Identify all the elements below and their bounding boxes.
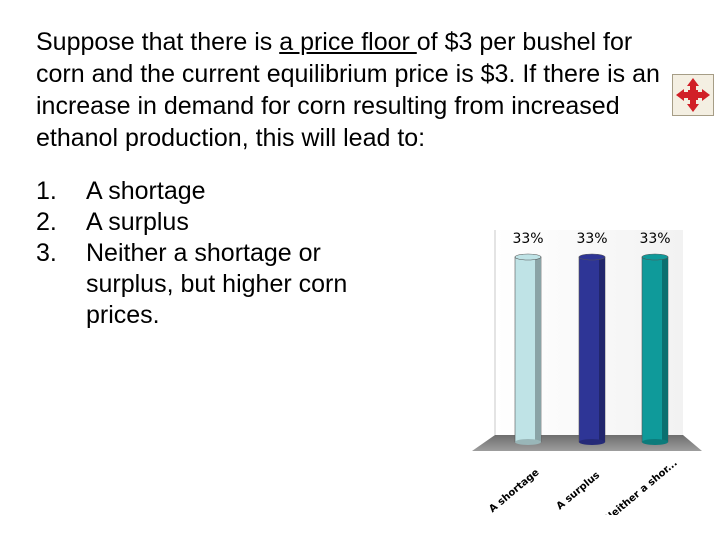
chart-bar-shade [535, 257, 541, 442]
question-underlined: a price floor [279, 28, 417, 56]
chart-bar-shade [599, 257, 605, 442]
question-text-end: of $3 per bushel for corn and the curren… [36, 28, 660, 152]
polling-logo-icon [676, 78, 710, 112]
chart-bar-base [579, 439, 605, 445]
chart-bar [514, 253, 542, 445]
chart-bar-top [514, 253, 542, 261]
chart-bar-top [578, 253, 606, 261]
chart-bar [641, 253, 669, 445]
results-chart: 33% A shortage 33% A surplus 33% Neither a sh… [472, 230, 702, 515]
chart-value-label: 33% [576, 231, 607, 247]
answer-list: 1. A shortage 2. A surplus 3. Neither a … [36, 176, 396, 331]
answer-number: 1. [36, 177, 57, 205]
answer-text: Neither a shortage or surplus, but highe… [86, 239, 348, 329]
chart-value-label: 33% [639, 231, 670, 247]
chart-category-label: A shortage [487, 467, 541, 515]
chart-category-label: Neither a shor... [603, 458, 680, 515]
chart-bar [578, 253, 606, 445]
chart-bar-top [641, 253, 669, 261]
chart-bar-base [642, 439, 668, 445]
polling-logo [672, 74, 714, 116]
chart-category-label: A surplus [555, 470, 603, 512]
question-text-start: Suppose that there is [36, 28, 280, 56]
answer-number: 2. [36, 208, 57, 236]
answer-item-1: 1. A shortage [36, 176, 396, 207]
chart-bar-base [515, 439, 541, 445]
answer-item-3: 3. Neither a shortage or surplus, but hi… [36, 238, 396, 331]
chart-bar-shade [662, 257, 668, 442]
answer-text: A surplus [86, 208, 189, 236]
chart-bars [514, 253, 669, 445]
answer-item-2: 2. A surplus [36, 207, 396, 238]
question-text: Suppose that there is a price floor of $… [36, 26, 686, 154]
answer-number: 3. [36, 239, 57, 267]
answer-text: A shortage [86, 177, 206, 205]
chart-value-label: 33% [512, 231, 543, 247]
